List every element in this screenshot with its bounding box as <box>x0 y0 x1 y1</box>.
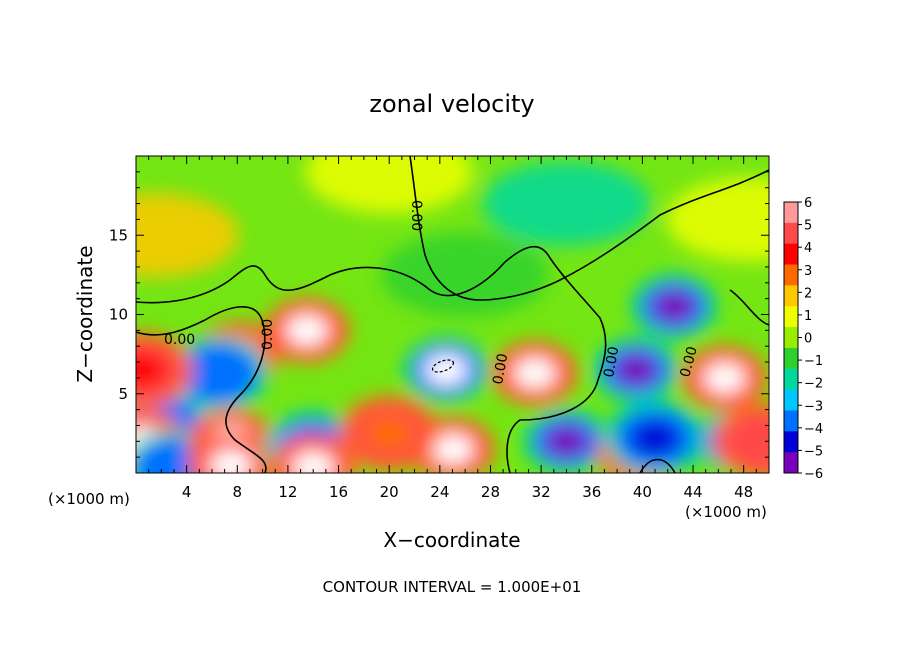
x-tick-label: 12 <box>278 483 297 501</box>
velocity-cell-core <box>703 362 746 394</box>
y-tick-label: 5 <box>118 385 128 403</box>
y-tick-label: 10 <box>109 306 128 324</box>
velocity-cell-core <box>209 449 253 473</box>
velocity-cell-core <box>193 355 244 392</box>
velocity-cell <box>482 161 651 246</box>
velocity-cell-core <box>364 415 415 452</box>
colorbar-swatch <box>784 389 798 411</box>
contour-label: 0.00 <box>490 352 511 385</box>
x-tick-label: 48 <box>734 483 753 501</box>
zero-contours <box>136 156 769 473</box>
colorbar-tick-label: −5 <box>804 444 823 459</box>
colorbar-swatch <box>784 285 798 307</box>
contour-label: 0.00 <box>408 200 424 231</box>
dashed-contour <box>431 359 455 373</box>
colorbar-tick-label: 3 <box>804 264 812 279</box>
velocity-cell-core <box>292 451 335 473</box>
x-tick-label: 16 <box>329 483 348 501</box>
colorbar-tick-label: −3 <box>804 399 823 414</box>
velocity-cell-core <box>136 351 168 388</box>
chart-title: zonal velocity <box>369 90 534 118</box>
velocity-cell-core <box>513 357 556 389</box>
colorbar-tick-label: −1 <box>804 354 823 369</box>
contour-interval-note: CONTOUR INTERVAL = 1.000E+01 <box>323 578 582 596</box>
colorbar-swatch <box>784 452 798 474</box>
velocity-cell-core <box>614 354 658 386</box>
x-tick-label: 36 <box>582 483 601 501</box>
colorbar-swatch <box>784 368 798 391</box>
x-tick-label: 44 <box>683 483 702 501</box>
colorbar-swatch <box>784 243 798 266</box>
x-tick-label: 40 <box>633 483 652 501</box>
velocity-field <box>136 156 769 473</box>
x-axis: 4 8 12 16 20 24 28 32 36 40 44 48 <box>148 156 757 501</box>
velocity-cell-core <box>630 420 680 457</box>
contour-line <box>136 246 607 473</box>
y-axis-label: Z−coordinate <box>73 245 97 382</box>
contour-label: 0.00 <box>677 345 701 379</box>
contour-line <box>136 306 267 473</box>
x-tick-label: 28 <box>481 483 500 501</box>
colorbar-swatch <box>784 431 798 453</box>
colorbar-tick-label: 6 <box>804 196 812 211</box>
colorbar-tick-label: −2 <box>804 377 823 392</box>
velocity-cell <box>305 156 474 214</box>
plot-area: 0.00 0.00 0.00 0.00 0.00 0.00 <box>136 156 769 473</box>
velocity-cell <box>666 177 769 262</box>
colorbar-swatch <box>784 347 798 370</box>
colorbar-swatch <box>784 264 798 286</box>
contour-line <box>409 156 769 301</box>
contour-label: 0.00 <box>601 345 622 378</box>
colorbar-tick-label: −4 <box>804 422 823 437</box>
velocity-cell-core <box>737 423 769 460</box>
velocity-cell-core <box>285 315 328 346</box>
colorbar-swatch <box>784 222 798 245</box>
x-unit-left: (×1000 m) <box>48 490 130 508</box>
x-tick-label: 32 <box>532 483 551 501</box>
colorbar-swatch <box>784 202 798 224</box>
contour-label: 0.00 <box>260 319 276 350</box>
x-tick-label: 4 <box>182 483 192 501</box>
colorbar-tick-label: 4 <box>804 241 812 256</box>
x-tick-label: 20 <box>380 483 399 501</box>
y-axis: 5 10 15 <box>109 171 769 458</box>
x-unit-right: (×1000 m) <box>685 503 767 521</box>
velocity-cell-core <box>431 433 474 465</box>
velocity-cell-core <box>652 291 696 322</box>
velocity-cell <box>381 232 550 317</box>
colorbar-swatch <box>784 410 798 432</box>
x-tick-label: 8 <box>233 483 243 501</box>
colorbar-swatch <box>784 327 798 349</box>
x-tick-label: 24 <box>430 483 449 501</box>
colorbar-tick-label: 2 <box>804 286 812 301</box>
velocity-cell-core <box>545 426 588 457</box>
colorbar-swatch <box>784 306 798 328</box>
contour-line <box>729 289 769 326</box>
y-tick-label: 15 <box>109 226 128 244</box>
colorbar-tick-label: −6 <box>804 467 823 482</box>
colorbar-tick-label: 5 <box>804 219 812 234</box>
x-axis-label: X−coordinate <box>383 528 520 552</box>
contour-labels: 0.00 0.00 0.00 0.00 0.00 0.00 <box>164 200 701 386</box>
contour-label: 0.00 <box>164 332 195 348</box>
colorbar-tick-label: 0 <box>804 332 812 347</box>
colorbar: 6 5 4 3 2 1 0 −1 −2 −3 −4 −5 −6 <box>783 196 823 482</box>
colorbar-tick-label: 1 <box>804 309 812 324</box>
velocity-cell <box>136 193 239 278</box>
